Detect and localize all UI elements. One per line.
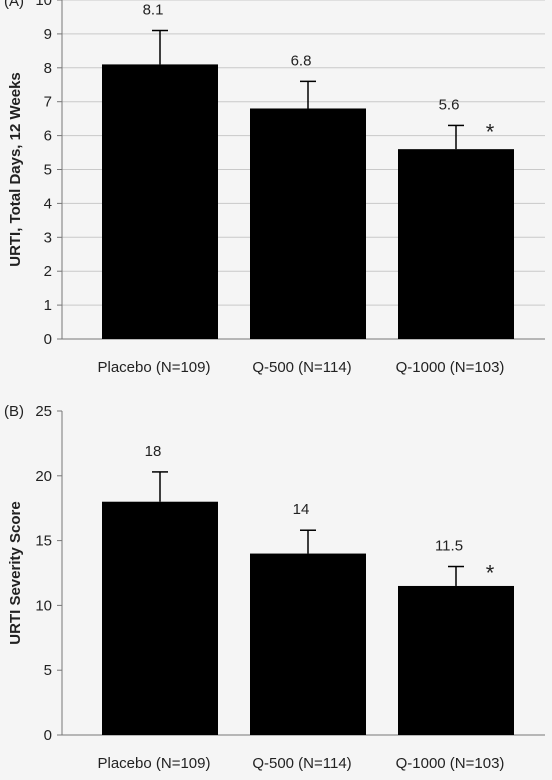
y-tick-label: 7	[44, 94, 52, 111]
y-tick-label: 5	[44, 662, 52, 679]
x-category-label: Q-500 (N=114)	[252, 755, 351, 772]
y-tick-label: 4	[44, 195, 52, 212]
y-tick-label: 15	[35, 533, 52, 550]
data-label: 18	[145, 443, 162, 460]
panel-label: (B)	[4, 403, 24, 420]
panel-label: (A)	[4, 0, 24, 10]
x-category-label: Q-1000 (N=103)	[396, 755, 505, 772]
data-label: 14	[293, 501, 310, 518]
x-category-label: Q-500 (N=114)	[252, 359, 351, 376]
bar	[250, 553, 366, 735]
y-tick-label: 25	[35, 403, 52, 420]
y-tick-label: 0	[44, 331, 52, 348]
bar	[250, 108, 366, 339]
y-axis-title: URTI Severity Score	[7, 501, 24, 644]
x-category-label: Placebo (N=109)	[98, 359, 211, 376]
y-tick-label: 1	[44, 297, 52, 314]
bar	[398, 149, 514, 339]
y-tick-label: 0	[44, 727, 52, 744]
bar	[102, 501, 218, 735]
x-category-label: Q-1000 (N=103)	[396, 359, 505, 376]
data-label: 8.1	[143, 2, 164, 19]
y-tick-label: 3	[44, 229, 52, 246]
data-label: 5.6	[439, 96, 460, 113]
y-tick-label: 8	[44, 60, 52, 77]
y-tick-label: 20	[35, 468, 52, 485]
y-axis-title: URTI, Total Days, 12 Weeks	[7, 72, 24, 267]
significance-marker: *	[486, 561, 495, 586]
x-category-label: Placebo (N=109)	[98, 755, 211, 772]
y-tick-label: 10	[35, 597, 52, 614]
significance-marker: *	[486, 119, 495, 144]
bar	[102, 64, 218, 339]
y-tick-label: 10	[35, 0, 52, 9]
y-tick-label: 5	[44, 162, 52, 179]
y-tick-label: 9	[44, 26, 52, 43]
data-label: 11.5	[435, 538, 463, 555]
y-tick-label: 2	[44, 263, 52, 280]
bar	[398, 585, 514, 735]
data-label: 6.8	[291, 52, 312, 69]
y-tick-label: 6	[44, 128, 52, 145]
